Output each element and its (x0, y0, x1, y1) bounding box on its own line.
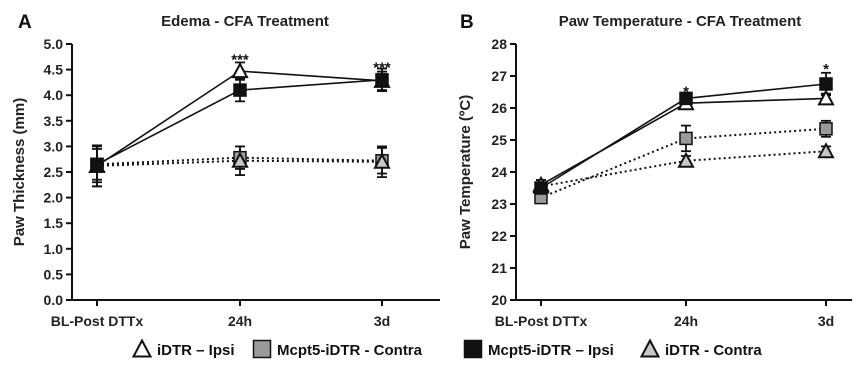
data-point (534, 181, 548, 195)
data-point (231, 62, 249, 79)
legend: iDTR – Ipsi Mcpt5-iDTR - Contra Mcpt5-iDTR… (131, 338, 762, 359)
data-point (679, 91, 693, 106)
data-point (819, 122, 833, 136)
y-tick-label: 1.0 (44, 241, 64, 257)
legend-label: Mcpt5-iDTR - Contra (277, 342, 423, 359)
data-point (233, 83, 247, 97)
y-tick-label: 3.5 (44, 113, 64, 129)
significance-marker: *** (373, 60, 391, 77)
panel-label: A (18, 12, 32, 33)
y-tick-label: 22 (491, 228, 507, 244)
y-axis-label: Paw Temperature (ºC) (457, 95, 474, 249)
y-tick-label: 0.5 (44, 266, 64, 282)
y-tick-label: 4.5 (44, 62, 64, 78)
data-point (817, 142, 835, 159)
chart-title: Paw Temperature - CFA Treatment (559, 13, 802, 30)
x-tick-label: BL-Post DTTx (495, 313, 588, 329)
y-tick-label: 3.0 (44, 138, 64, 154)
y-tick-label: 21 (491, 260, 507, 276)
significance-marker: * (823, 61, 829, 78)
x-tick-label: 24h (674, 313, 698, 329)
data-point (375, 73, 389, 87)
data-point (679, 131, 693, 146)
legend-label: iDTR – Ipsi (157, 342, 235, 359)
y-tick-label: 2.0 (44, 190, 64, 206)
y-tick-label: 5.0 (44, 36, 64, 52)
y-tick-label: 27 (491, 68, 507, 84)
legend-marker (252, 339, 272, 359)
legend-marker (463, 339, 483, 359)
legend-marker (131, 338, 153, 358)
panel-label: B (460, 12, 474, 33)
data-point (817, 89, 835, 106)
significance-marker: *** (231, 51, 249, 68)
y-tick-label: 28 (491, 36, 507, 52)
y-axis-label: Paw Thickness (mm) (11, 98, 28, 246)
data-point (373, 152, 391, 169)
panel-b: B Paw Temperature - CFA Treatment Paw Temp… (457, 12, 852, 329)
legend-label: iDTR - Contra (665, 342, 762, 359)
data-point (819, 77, 833, 91)
y-tick-label: 23 (491, 196, 507, 212)
legend-label: Mcpt5-iDTR – Ipsi (488, 342, 614, 359)
panel-a: A Edema - CFA Treatment Paw Thickness (mm)… (11, 12, 440, 329)
x-tick-label: BL-Post DTTx (51, 313, 144, 329)
y-tick-label: 1.5 (44, 215, 64, 231)
data-point (677, 151, 695, 168)
y-tick-label: 26 (491, 100, 507, 116)
x-tick-label: 3d (818, 313, 834, 329)
y-tick-label: 25 (491, 132, 507, 148)
data-point (231, 151, 249, 168)
chart-title: Edema - CFA Treatment (161, 13, 329, 30)
series-line (540, 150, 827, 188)
y-tick-label: 0.0 (44, 292, 64, 308)
x-tick-label: 24h (228, 313, 252, 329)
legend-marker (639, 338, 661, 358)
significance-marker: * (683, 83, 689, 100)
y-tick-label: 4.0 (44, 87, 64, 103)
data-point (90, 157, 104, 172)
x-tick-label: 3d (374, 313, 390, 329)
y-tick-label: 24 (491, 164, 507, 180)
y-tick-label: 2.5 (44, 164, 64, 180)
y-tick-label: 20 (491, 292, 507, 308)
